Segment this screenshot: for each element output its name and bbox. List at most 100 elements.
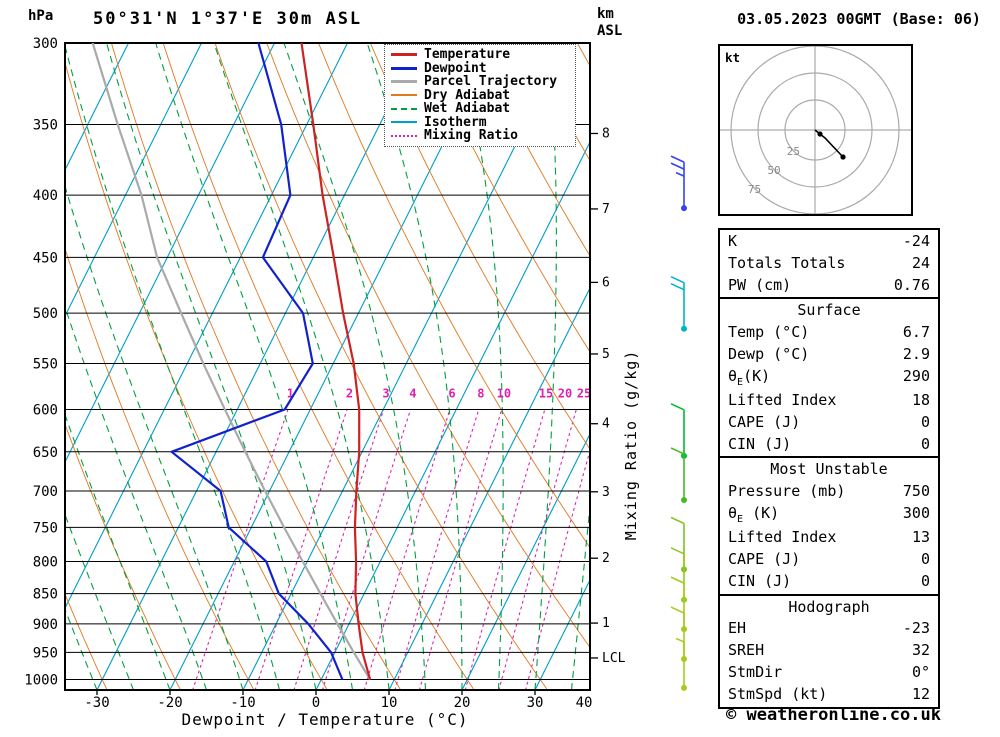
- svg-text:3: 3: [602, 485, 610, 500]
- svg-text:1: 1: [602, 616, 610, 631]
- svg-text:1000: 1000: [24, 673, 58, 689]
- stat-value: 0: [920, 412, 930, 431]
- stat-value: 0°: [911, 662, 930, 681]
- stat-row: Temp (°C) 6.7: [720, 322, 938, 344]
- legend-swatch: [391, 53, 417, 57]
- altitude-tick-labels: 1 2 3 4 5 6 7 8 LCL: [590, 126, 626, 666]
- legend-item-label: Parcel Trajectory: [424, 74, 558, 90]
- stat-row: Totals Totals 24: [720, 253, 938, 275]
- svg-text:10: 10: [381, 695, 398, 711]
- hodograph-unit-label: kt: [725, 50, 740, 65]
- section-title: Hodograph: [788, 597, 870, 616]
- svg-text:2: 2: [346, 386, 353, 400]
- stat-value: 750: [902, 482, 930, 501]
- svg-text:25: 25: [577, 386, 591, 400]
- legend-item-label: Wet Adiabat: [424, 101, 511, 117]
- mixing-ratio-value-labels: 1 2 3 4 6 8 10 15 20 25: [287, 386, 591, 400]
- svg-text:950: 950: [33, 645, 58, 661]
- stat-label: Temp (°C): [728, 323, 810, 342]
- svg-text:20: 20: [454, 695, 471, 711]
- page-title: 50°31'N 1°37'E 30m ASL: [93, 9, 363, 29]
- svg-text:40: 40: [576, 695, 593, 711]
- legend-item-label: Mixing Ratio: [424, 128, 518, 144]
- isotherms: [65, 43, 590, 690]
- svg-text:-30: -30: [84, 695, 109, 711]
- stat-value: 32: [911, 641, 930, 660]
- hodograph-ring: [757, 72, 873, 188]
- stat-value: 0: [920, 571, 930, 590]
- stat-row: CAPE (J) 0: [720, 549, 938, 571]
- legend-item: Wet Adiabat: [391, 101, 569, 117]
- svg-text:10: 10: [497, 386, 511, 400]
- wet-adiabats: [65, 43, 590, 690]
- chart-legend: Temperature Dewpoint Parcel Trajectory Dry …: [384, 44, 576, 147]
- mixing-ratio-lines: [192, 408, 590, 690]
- svg-text:300: 300: [33, 36, 58, 52]
- stat-label: Lifted Index: [728, 528, 837, 547]
- ring-speed-label: 25: [787, 145, 800, 158]
- svg-text:5: 5: [602, 347, 610, 362]
- pressure-gridlines: 300 350 400 450 500 550 600 650 700 750 800 850 900 9…: [24, 36, 590, 689]
- stat-value: 12: [911, 684, 930, 703]
- pressure-axis-unit: hPa: [28, 8, 54, 24]
- svg-text:-20: -20: [157, 695, 182, 711]
- stat-value: 2.9: [902, 344, 930, 363]
- panel-section: Most Unstable Pressure (mb) 750 θE (K) 300 Li…: [720, 456, 938, 593]
- svg-text:4: 4: [409, 386, 416, 400]
- svg-text:15: 15: [539, 386, 553, 400]
- plot-border: [64, 42, 591, 691]
- legend-item: Dewpoint: [391, 61, 569, 76]
- stat-value: 6.7: [902, 323, 930, 342]
- legend-item: Parcel Trajectory: [391, 74, 569, 90]
- svg-text:750: 750: [33, 520, 58, 536]
- svg-text:1: 1: [287, 386, 294, 400]
- stat-label: EH: [728, 619, 747, 638]
- stat-label: K: [728, 232, 738, 250]
- legend-item: Isotherm: [391, 114, 569, 130]
- lcl-label: LCL: [602, 651, 626, 666]
- svg-text:600: 600: [33, 402, 58, 418]
- parcel-trajectory-curve: [91, 43, 372, 681]
- svg-text:800: 800: [33, 555, 58, 571]
- svg-text:3: 3: [382, 386, 389, 400]
- legend-item-label: Isotherm: [424, 114, 487, 130]
- altitude-axis-unit-asl: ASL: [597, 23, 623, 39]
- x-axis-label: Dewpoint / Temperature (°C): [181, 710, 469, 729]
- stat-label: StmDir: [728, 662, 783, 681]
- legend-item: Dry Adiabat: [391, 87, 569, 103]
- stat-label: CAPE (J): [728, 412, 801, 431]
- legend-swatch: [391, 107, 417, 110]
- stat-label: CAPE (J): [728, 549, 801, 568]
- section-title: Surface: [797, 301, 861, 320]
- stat-label: θE (K): [728, 503, 780, 525]
- stat-row: CIN (J) 0: [720, 571, 938, 593]
- svg-text:500: 500: [33, 306, 58, 322]
- legend-swatch: [391, 94, 417, 97]
- svg-text:2: 2: [602, 551, 610, 566]
- altitude-axis-unit-km: km: [597, 6, 614, 22]
- legend-swatch: [391, 134, 417, 137]
- svg-text:650: 650: [33, 445, 58, 461]
- stat-row: θE (K) 300: [720, 503, 938, 527]
- legend-item-label: Dry Adiabat: [424, 87, 511, 103]
- temperature-curve: [300, 43, 372, 680]
- svg-text:400: 400: [33, 188, 58, 204]
- stat-row: PW (cm) 0.76: [720, 275, 938, 297]
- stat-value: 300: [902, 503, 930, 522]
- legend-item: Temperature: [391, 47, 569, 62]
- hodograph-panel: 25 50 75 kt: [718, 44, 913, 220]
- stat-row: CAPE (J) 0: [720, 412, 938, 434]
- stat-label: CIN (J): [728, 434, 792, 453]
- ring-speed-label: 75: [748, 183, 761, 196]
- stat-value: 290: [902, 366, 930, 385]
- stat-row: CIN (J) 0: [720, 434, 938, 456]
- stat-label: Pressure (mb): [728, 482, 846, 501]
- stat-value: 13: [911, 528, 930, 547]
- hodograph-ring: [784, 99, 846, 161]
- stat-row: EH -23: [720, 618, 938, 640]
- stat-row: θE(K) 290: [720, 366, 938, 390]
- hodograph-border: [718, 44, 913, 216]
- stat-value: -23: [902, 619, 930, 638]
- svg-text:6: 6: [448, 386, 455, 400]
